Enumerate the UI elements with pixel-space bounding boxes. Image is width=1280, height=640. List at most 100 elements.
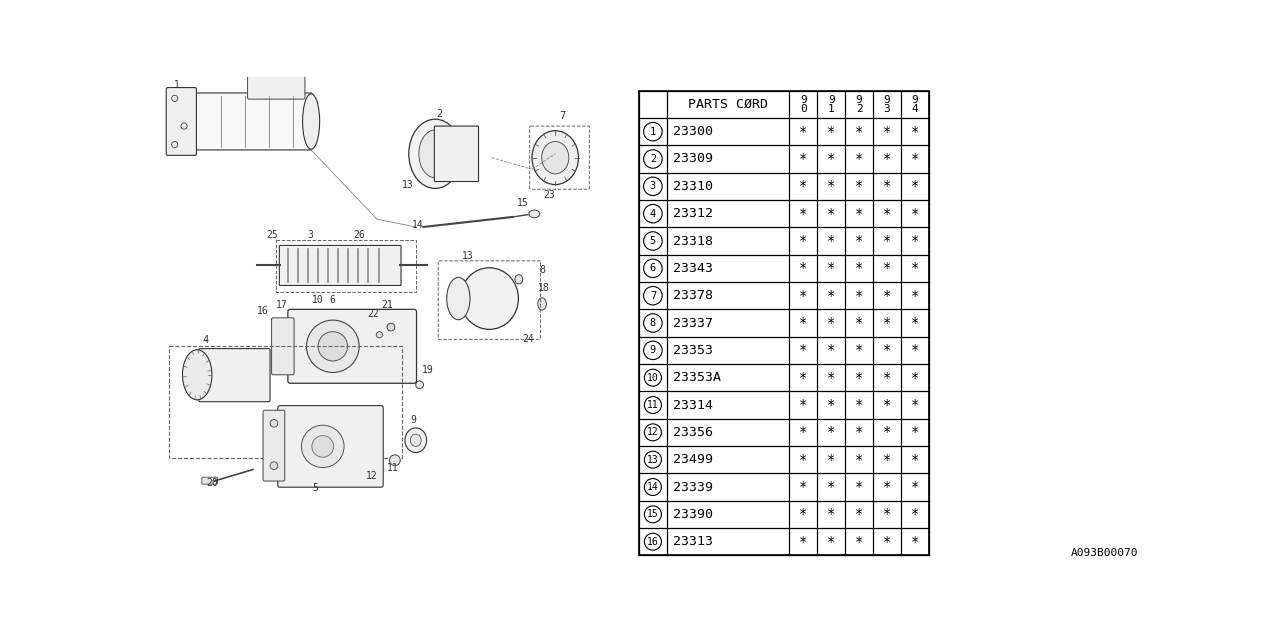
Text: *: *: [883, 371, 891, 385]
Text: 23499: 23499: [673, 453, 713, 466]
Text: 0: 0: [800, 104, 806, 114]
Text: *: *: [799, 152, 808, 166]
Text: 3: 3: [650, 181, 657, 191]
Text: *: *: [883, 179, 891, 193]
Text: *: *: [799, 261, 808, 275]
Circle shape: [644, 369, 662, 386]
Text: 18: 18: [538, 283, 550, 293]
Text: 17: 17: [276, 300, 288, 310]
Text: 23339: 23339: [673, 481, 713, 493]
Text: *: *: [799, 371, 808, 385]
Text: 2: 2: [855, 104, 863, 114]
Ellipse shape: [404, 428, 426, 452]
Text: *: *: [827, 125, 836, 139]
Text: *: *: [883, 152, 891, 166]
Text: *: *: [827, 261, 836, 275]
Text: *: *: [799, 207, 808, 221]
Text: *: *: [883, 343, 891, 357]
Text: *: *: [855, 261, 863, 275]
Ellipse shape: [319, 332, 348, 361]
Text: *: *: [855, 480, 863, 494]
Text: 21: 21: [381, 300, 393, 310]
Text: *: *: [799, 179, 808, 193]
Text: *: *: [910, 452, 919, 467]
Text: 8: 8: [650, 318, 657, 328]
Ellipse shape: [183, 350, 212, 400]
Text: 9: 9: [828, 95, 835, 105]
Text: *: *: [883, 398, 891, 412]
Text: *: *: [799, 398, 808, 412]
Ellipse shape: [389, 455, 401, 466]
Ellipse shape: [532, 131, 579, 184]
Text: *: *: [827, 452, 836, 467]
Text: PARTS CØRD: PARTS CØRD: [689, 98, 768, 111]
Ellipse shape: [411, 434, 421, 447]
Text: 16: 16: [257, 306, 269, 316]
Text: *: *: [827, 179, 836, 193]
FancyBboxPatch shape: [202, 477, 218, 484]
Text: *: *: [827, 234, 836, 248]
Text: 9: 9: [411, 415, 416, 426]
FancyBboxPatch shape: [191, 93, 312, 150]
Text: *: *: [910, 207, 919, 221]
Text: *: *: [827, 207, 836, 221]
Text: 4: 4: [911, 104, 918, 114]
Ellipse shape: [312, 436, 334, 457]
Circle shape: [270, 462, 278, 470]
Text: *: *: [855, 207, 863, 221]
Text: *: *: [855, 371, 863, 385]
Text: *: *: [855, 534, 863, 548]
Text: 23353: 23353: [673, 344, 713, 357]
FancyBboxPatch shape: [278, 406, 383, 487]
Ellipse shape: [416, 381, 424, 388]
FancyBboxPatch shape: [434, 126, 479, 182]
Text: *: *: [910, 316, 919, 330]
Text: *: *: [910, 125, 919, 139]
Text: *: *: [910, 480, 919, 494]
Text: 23: 23: [544, 191, 556, 200]
Text: *: *: [855, 234, 863, 248]
Text: 11: 11: [387, 463, 399, 473]
Text: 10: 10: [312, 295, 324, 305]
Text: *: *: [799, 343, 808, 357]
Text: 23343: 23343: [673, 262, 713, 275]
Text: *: *: [910, 534, 919, 548]
Text: 12: 12: [365, 471, 378, 481]
Text: *: *: [799, 316, 808, 330]
Circle shape: [644, 397, 662, 413]
Text: 15: 15: [517, 198, 529, 208]
Text: *: *: [855, 152, 863, 166]
Circle shape: [172, 141, 178, 148]
Text: A093B00070: A093B00070: [1070, 548, 1138, 558]
Text: *: *: [799, 508, 808, 522]
Text: 23353A: 23353A: [673, 371, 721, 384]
Ellipse shape: [301, 425, 344, 468]
Ellipse shape: [515, 275, 522, 284]
Ellipse shape: [541, 141, 568, 174]
Circle shape: [644, 204, 662, 223]
Text: *: *: [883, 261, 891, 275]
Ellipse shape: [538, 298, 547, 310]
Circle shape: [172, 95, 178, 101]
Text: 12: 12: [646, 428, 659, 437]
Text: 24: 24: [522, 335, 535, 344]
Text: 23337: 23337: [673, 317, 713, 330]
Text: 26: 26: [353, 230, 366, 241]
Text: 1: 1: [650, 127, 657, 137]
Text: *: *: [883, 289, 891, 303]
FancyBboxPatch shape: [288, 309, 416, 383]
Text: 9: 9: [800, 95, 806, 105]
Text: 23356: 23356: [673, 426, 713, 439]
Text: 23318: 23318: [673, 234, 713, 248]
Circle shape: [270, 419, 278, 427]
FancyBboxPatch shape: [271, 318, 294, 375]
FancyBboxPatch shape: [166, 88, 196, 156]
Circle shape: [644, 479, 662, 495]
Text: *: *: [827, 480, 836, 494]
Circle shape: [644, 232, 662, 250]
Text: *: *: [855, 398, 863, 412]
Text: 14: 14: [646, 482, 659, 492]
Ellipse shape: [419, 130, 452, 178]
Text: 19: 19: [422, 365, 434, 375]
Text: *: *: [910, 371, 919, 385]
